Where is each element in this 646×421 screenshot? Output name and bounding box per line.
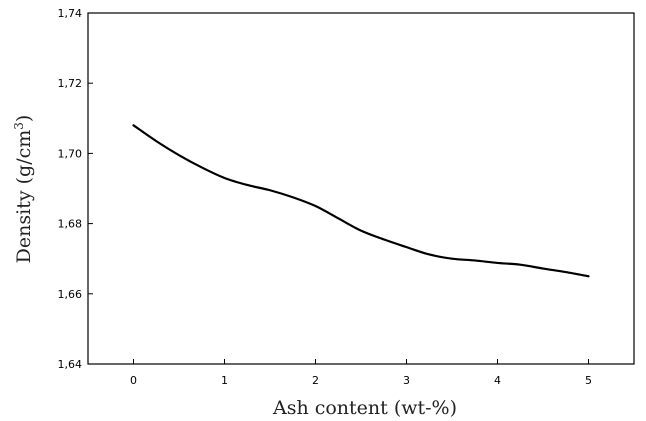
axis-tick-labels: 0 1 2 3 4 5 1,64 1,66 1,68 1,70 1,72 1,74 <box>58 7 593 387</box>
x-tick-label: 4 <box>494 374 501 387</box>
y-tick-label: 1,68 <box>58 218 83 231</box>
x-tick-label: 1 <box>221 374 228 387</box>
y-tick-label: 1,66 <box>58 288 83 301</box>
x-axis-title: Ash content (wt-%) <box>272 397 457 419</box>
x-tick-label: 5 <box>585 374 592 387</box>
y-axis-title: Density (g/cm3) <box>12 115 35 264</box>
density-series-line <box>132 124 590 278</box>
y-tick-label: 1,70 <box>58 147 83 160</box>
y-tick-label: 1,72 <box>58 77 83 90</box>
x-tick-label: 2 <box>312 374 319 387</box>
y-tick-label: 1,74 <box>58 7 83 20</box>
axis-ticks <box>88 12 589 365</box>
y-axis-title-superscript: 3 <box>12 122 26 130</box>
x-tick-label: 3 <box>403 374 410 387</box>
y-axis-title-main: Density (g/cm <box>13 130 35 264</box>
x-tick-label: 0 <box>130 374 137 387</box>
plot-frame <box>87 12 635 365</box>
y-tick-label: 1,64 <box>58 358 83 371</box>
y-axis-title-suffix: ) <box>13 115 35 122</box>
